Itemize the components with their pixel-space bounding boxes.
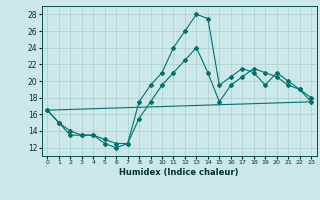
X-axis label: Humidex (Indice chaleur): Humidex (Indice chaleur) [119, 168, 239, 177]
